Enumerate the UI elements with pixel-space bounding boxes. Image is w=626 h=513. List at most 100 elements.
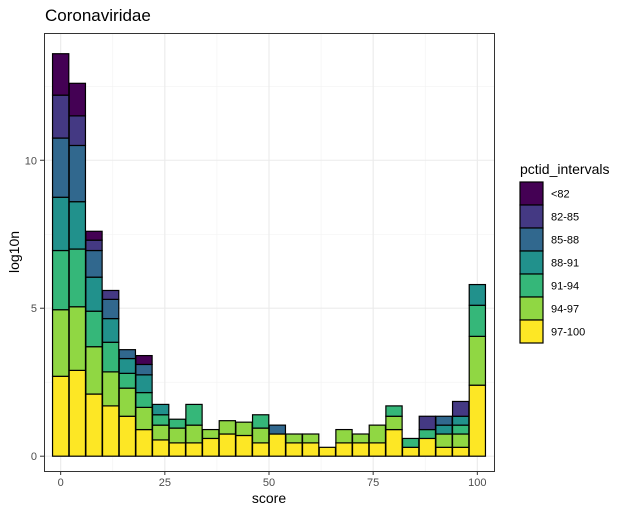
bar-segment-88-91 xyxy=(451,415,470,426)
legend-label: 97-100 xyxy=(551,327,585,339)
bar-segment-97-100 xyxy=(451,446,470,457)
bar-segment-97-100 xyxy=(251,442,270,457)
bar-segment-82-85 xyxy=(451,400,470,417)
bar-segment-85-88 xyxy=(118,349,137,360)
bar-segment-lt82 xyxy=(68,82,87,117)
bar-segment-97-100 xyxy=(218,433,237,457)
bar-segment-85-88 xyxy=(51,137,70,198)
legend-label: 88-91 xyxy=(551,258,579,270)
bar-segment-97-100 xyxy=(51,375,70,457)
legend-key-94-97 xyxy=(519,296,544,321)
bar-segment-85-88 xyxy=(268,424,287,435)
bar-segment-97-100 xyxy=(85,393,103,457)
legend-key-88-91 xyxy=(519,250,544,275)
bar-segment-97-100 xyxy=(68,369,87,457)
bar-segment-97-100 xyxy=(468,384,487,457)
legend: pctid_intervals <82 82-85 85-88 88-91 91-94 9… xyxy=(519,161,610,344)
bar-segment-94-97 xyxy=(85,346,103,395)
bar-segment-97-100 xyxy=(418,437,437,457)
y-axis-title: log10n xyxy=(6,231,22,273)
bar-segment-91-94 xyxy=(135,391,153,408)
bar-segment-97-100 xyxy=(118,415,137,457)
y-tick-label: 5 xyxy=(31,303,37,315)
bar-segment-94-97 xyxy=(351,433,370,444)
bar-segment-91-94 xyxy=(418,428,437,440)
bar-segment-88-91 xyxy=(435,424,453,435)
legend-title: pctid_intervals xyxy=(520,161,610,177)
bar-segment-94-97 xyxy=(468,335,487,386)
bar-segment-94-97 xyxy=(51,309,70,377)
x-tick-label: 50 xyxy=(263,477,275,489)
bar-segment-82-85 xyxy=(68,115,87,147)
bar-segment-94-97 xyxy=(151,424,170,441)
bar-segment-91-94 xyxy=(51,249,70,311)
bar-segment-94-97 xyxy=(101,371,120,407)
x-tick-label: 100 xyxy=(468,477,486,489)
bar-segment-91-94 xyxy=(85,310,103,348)
bar-segment-97-100 xyxy=(318,446,337,457)
y-tick-label: 0 xyxy=(31,451,37,463)
bar-segment-94-97 xyxy=(185,424,203,444)
legend-key-82-85 xyxy=(519,204,544,229)
y-axis: 0 5 10 xyxy=(25,155,44,463)
bar-segment-85-88 xyxy=(101,298,120,320)
bar-segment-94-97 xyxy=(285,433,303,444)
bar-segment-97-100 xyxy=(301,442,320,457)
legend-key-lt82 xyxy=(519,181,544,206)
bar-segment-91-94 xyxy=(468,304,487,337)
legend-key-91-94 xyxy=(519,273,544,298)
bar-segment-97-100 xyxy=(435,446,453,457)
bar-segment-85-88 xyxy=(68,144,87,203)
bar-segment-94-97 xyxy=(118,387,137,417)
bar-segment-94-97 xyxy=(168,427,187,444)
legend-key-97-100 xyxy=(519,319,544,344)
bar-segment-97-100 xyxy=(351,442,370,457)
stacked-bars xyxy=(51,53,487,457)
bar-segment-91-94 xyxy=(251,414,270,429)
legend-label: 85-88 xyxy=(551,235,579,247)
bar-segment-82-85 xyxy=(101,289,120,300)
bar-segment-97-100 xyxy=(185,442,203,457)
x-axis-title: score xyxy=(252,490,286,506)
bar-segment-91-94 xyxy=(451,424,470,435)
bar-segment-97-100 xyxy=(151,439,170,457)
bar-segment-97-100 xyxy=(201,437,220,457)
bar-segment-88-91 xyxy=(135,374,153,394)
bar-segment-91-94 xyxy=(168,418,187,429)
bar-segment-82-85 xyxy=(51,94,70,139)
bar-segment-97-100 xyxy=(285,442,303,457)
bar-segment-97-100 xyxy=(401,446,420,457)
bar-segment-88-91 xyxy=(68,201,87,250)
bar-segment-88-91 xyxy=(101,317,120,343)
bar-segment-97-100 xyxy=(168,442,187,457)
bar-segment-97-100 xyxy=(135,428,153,457)
legend-label: 91-94 xyxy=(551,281,579,293)
bar-segment-91-94 xyxy=(68,248,87,308)
bar-segment-88-91 xyxy=(85,276,103,312)
bar-segment-91-94 xyxy=(401,437,420,448)
bar-segment-91-94 xyxy=(118,372,137,389)
bar-segment-85-88 xyxy=(85,249,103,278)
bar-segment-94-97 xyxy=(301,433,320,444)
bar-segment-85-88 xyxy=(435,415,453,426)
bar-segment-91-94 xyxy=(151,414,170,426)
bar-segment-94-97 xyxy=(201,428,220,440)
bar-segment-82-85 xyxy=(85,239,103,252)
x-tick-label: 25 xyxy=(159,477,171,489)
bar-segment-94-97 xyxy=(385,415,403,431)
bar-segment-94-97 xyxy=(135,406,153,431)
y-tick-label: 10 xyxy=(25,155,37,167)
bar-segment-91-94 xyxy=(185,403,203,426)
chart-title: Coronaviridae xyxy=(45,6,151,25)
bar-segment-97-100 xyxy=(368,442,387,457)
bar-segment-97-100 xyxy=(235,434,253,457)
bar-segment-94-97 xyxy=(251,427,270,444)
legend-label: 94-97 xyxy=(551,304,579,316)
bar-segment-94-97 xyxy=(235,421,253,437)
bar-segment-88-91 xyxy=(118,357,137,374)
bar-segment-lt82 xyxy=(135,354,153,366)
legend-label: 82-85 xyxy=(551,212,579,224)
bar-segment-94-97 xyxy=(335,428,353,444)
x-axis: 0 25 50 75 100 xyxy=(58,471,487,489)
